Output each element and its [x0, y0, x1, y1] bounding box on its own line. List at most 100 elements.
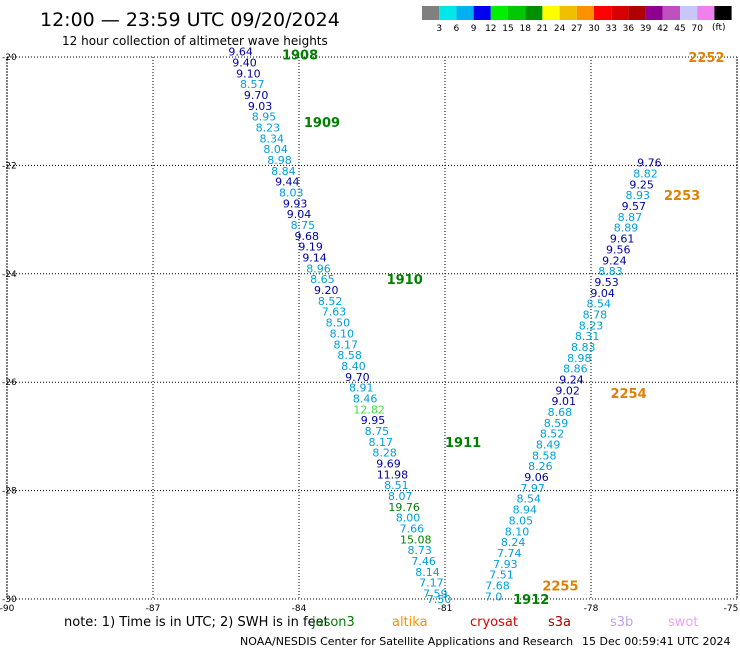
colorbar-swatch	[490, 6, 508, 20]
wave-height-value: 9.56	[606, 243, 631, 256]
wave-height-value: 8.68	[548, 406, 573, 419]
wave-height-value: 8.50	[326, 317, 351, 330]
x-tick-label: -90	[0, 604, 15, 614]
wave-height-value: 8.96	[306, 262, 331, 275]
colorbar-tick: 24	[554, 24, 566, 34]
wave-height-value: 8.98	[267, 154, 292, 167]
y-tick-label: -30	[2, 595, 17, 605]
pass-time-label: 2253	[664, 189, 700, 204]
satellite-legend-item: s3b	[610, 615, 633, 630]
wave-height-value: 8.51	[384, 479, 409, 492]
wave-height-value: 9.24	[602, 254, 627, 267]
satellite-legend: jason3 altika cryosat s3a s3b swot	[311, 615, 698, 630]
wave-height-value: 9.76	[637, 157, 662, 170]
colorbar-tick: 70	[691, 24, 703, 34]
wave-height-value: 9.19	[298, 241, 323, 254]
colorbar-swatch	[714, 6, 732, 20]
colorbar-swatch	[594, 6, 612, 20]
chart-title: 12:00 — 23:59 UTC 09/20/2024	[40, 9, 340, 31]
chart-subtitle: 12 hour collection of altimeter wave hei…	[62, 34, 328, 48]
wave-height-value: 8.82	[633, 168, 658, 181]
wave-height-value: 9.04	[287, 208, 312, 221]
wave-height-value: 8.52	[540, 428, 565, 441]
wave-height-value: 8.07	[388, 490, 413, 503]
satellite-legend-item: cryosat	[470, 615, 518, 630]
colorbar-swatch	[439, 6, 457, 20]
wave-height-value: 8.95	[252, 111, 277, 124]
colorbar-swatch	[628, 6, 646, 20]
wave-height-value: 7.63	[322, 306, 347, 319]
wave-height-value: 8.17	[369, 436, 394, 449]
colorbar-swatch	[645, 6, 663, 20]
wave-height-value: 8.65	[310, 273, 335, 286]
wave-height-value: 8.94	[513, 504, 538, 517]
wave-height-value: 9.14	[302, 252, 327, 265]
colorbar-tick: 3	[436, 24, 442, 34]
wave-height-value: 9.02	[555, 384, 580, 397]
wave-height-value: 8.17	[333, 338, 358, 351]
wave-height-value: 15.08	[400, 533, 432, 546]
wave-height-value: 9.57	[622, 200, 647, 213]
wave-height-value: 8.83	[571, 341, 596, 354]
wave-height-value: 9.04	[590, 287, 615, 300]
satellite-legend-item: altika	[392, 615, 428, 630]
wave-height-value: 8.10	[505, 525, 530, 538]
wave-height-value: 8.52	[318, 295, 343, 308]
colorbar-swatch	[473, 6, 491, 20]
wave-height-value: 8.04	[263, 143, 288, 156]
colorbar-tick: 45	[674, 24, 685, 34]
wave-height-value: 9.06	[524, 471, 549, 484]
satellite-legend-item: jason3	[311, 615, 355, 630]
wave-height-value: 9.61	[610, 233, 635, 246]
wave-height-value: 8.31	[575, 330, 600, 343]
colorbar-unit: (ft)	[712, 23, 726, 33]
wave-height-value: 7.66	[400, 523, 425, 536]
wave-height-value: 9.70	[244, 89, 269, 102]
wave-height-value: 8.23	[256, 121, 281, 134]
wave-height-value: 9.44	[275, 176, 300, 189]
colorbar-tick: 12	[485, 24, 496, 34]
wave-height-value: 9.69	[376, 458, 401, 471]
pass-time-label: 1912	[513, 593, 549, 608]
wave-height-value: 7.74	[497, 547, 522, 560]
time-labels: 1908 1909 1910 1911 1912 2252 2253 2254 2255	[282, 48, 725, 608]
y-tick-label: -28	[2, 487, 17, 497]
wave-height-value: 8.75	[365, 425, 390, 438]
wave-height-value: 8.40	[341, 360, 366, 373]
wave-height-value: 9.68	[295, 230, 320, 243]
wave-height-value: 9.53	[594, 276, 619, 289]
colorbar-tick: 6	[454, 24, 460, 34]
data-points: 9.649.409.108.579.709.038.958.238.348.04…	[228, 46, 661, 606]
wave-height-value: 9.70	[345, 371, 370, 384]
colorbar-tick: 9	[471, 24, 477, 34]
colorbar-legend: 3 6 9 12 15 18 21 24 27 30 33 36 39 42 45 70	[422, 6, 732, 34]
colorbar-swatch	[611, 6, 629, 20]
wave-height-value: 8.23	[579, 319, 604, 332]
footer-credit: NOAA/NESDIS Center for Satellite Applica…	[240, 635, 573, 648]
wave-height-value: 9.40	[232, 56, 257, 69]
colorbar-tick: 21	[537, 24, 548, 34]
wave-height-value: 9.10	[236, 67, 261, 80]
wave-height-value: 8.26	[528, 460, 553, 473]
wave-height-value: 7.97	[520, 482, 545, 495]
wave-height-value: 8.75	[291, 219, 316, 232]
wave-height-value: 7.93	[493, 558, 518, 571]
pass-time-label: 1910	[387, 273, 423, 288]
colorbar-swatch	[542, 6, 560, 20]
wave-height-value: 8.83	[598, 265, 623, 278]
wave-height-value: 19.76	[388, 501, 420, 514]
wave-height-value: 8.58	[532, 449, 557, 462]
wave-height-value: 9.64	[228, 46, 253, 59]
wave-height-value: 7.50	[427, 593, 452, 606]
pass-time-label: 1911	[445, 436, 481, 451]
wave-height-value: 8.91	[349, 382, 374, 395]
wave-height-value: 7.17	[419, 577, 444, 590]
wave-height-value: 8.34	[259, 132, 284, 145]
colorbar-tick: 15	[502, 24, 513, 34]
pass-time-label: 1908	[282, 48, 318, 63]
wave-height-value: 8.49	[536, 439, 561, 452]
wave-height-value: 8.58	[337, 349, 362, 362]
wave-height-value: 8.14	[415, 566, 440, 579]
colorbar-tick: 42	[657, 24, 668, 34]
